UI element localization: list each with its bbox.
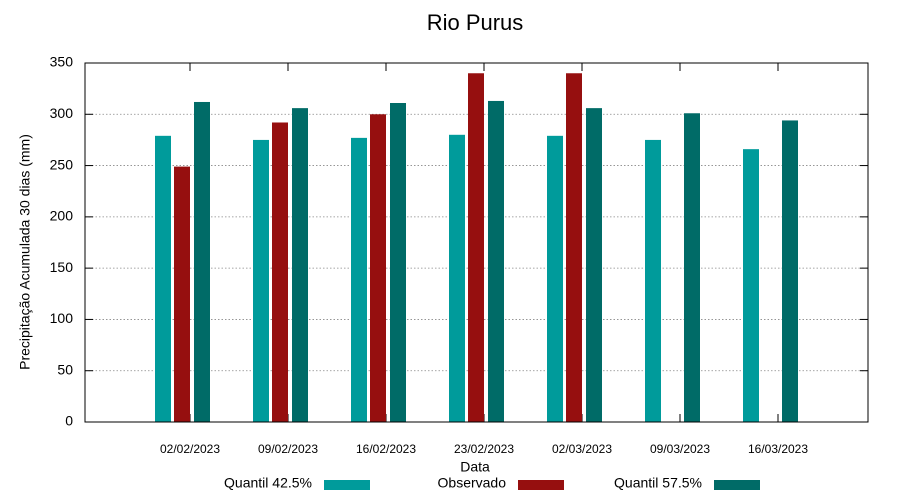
bar	[684, 113, 700, 422]
x-tick-label: 02/03/2023	[552, 442, 612, 456]
bar	[292, 108, 308, 422]
x-axis-label: Data	[460, 459, 490, 475]
bar	[272, 122, 288, 423]
bar	[586, 108, 602, 422]
y-tick-label: 0	[65, 413, 73, 429]
bar	[743, 149, 759, 422]
x-tick-label: 23/02/2023	[454, 442, 514, 456]
bar	[645, 139, 661, 422]
bar	[468, 73, 484, 422]
legend-swatch	[518, 480, 564, 490]
bar	[449, 134, 465, 423]
chart-title: Rio Purus	[427, 10, 524, 35]
x-tick-label: 16/02/2023	[356, 442, 416, 456]
x-tick-label: 02/02/2023	[160, 442, 220, 456]
plot-frame	[84, 62, 869, 423]
legend-swatch	[324, 480, 370, 490]
bar	[351, 137, 367, 422]
bar	[566, 73, 582, 422]
bar	[547, 135, 563, 422]
y-tick-label: 350	[50, 54, 74, 70]
y-tick-label: 100	[50, 310, 74, 326]
legend-label: Observado	[438, 475, 507, 491]
x-tick-label: 16/03/2023	[748, 442, 808, 456]
bar	[488, 100, 504, 423]
legend-swatch	[714, 480, 760, 490]
bar	[390, 103, 406, 422]
x-tick-label: 09/03/2023	[650, 442, 710, 456]
y-tick-label: 50	[57, 361, 73, 377]
legend-label: Quantil 57.5%	[614, 475, 702, 491]
bar	[155, 135, 171, 422]
legend-label: Quantil 42.5%	[224, 475, 312, 491]
y-tick-label: 250	[50, 156, 74, 172]
bar	[194, 101, 210, 422]
bar	[370, 114, 386, 423]
y-tick-label: 300	[50, 105, 74, 121]
bar	[174, 166, 190, 422]
bar	[782, 120, 798, 422]
y-axis-label: Precipitação Acumulada 30 dias (mm)	[17, 134, 33, 370]
x-tick-label: 09/02/2023	[258, 442, 318, 456]
y-tick-label: 200	[50, 208, 74, 224]
y-tick-label: 150	[50, 259, 74, 275]
bar	[253, 139, 269, 422]
